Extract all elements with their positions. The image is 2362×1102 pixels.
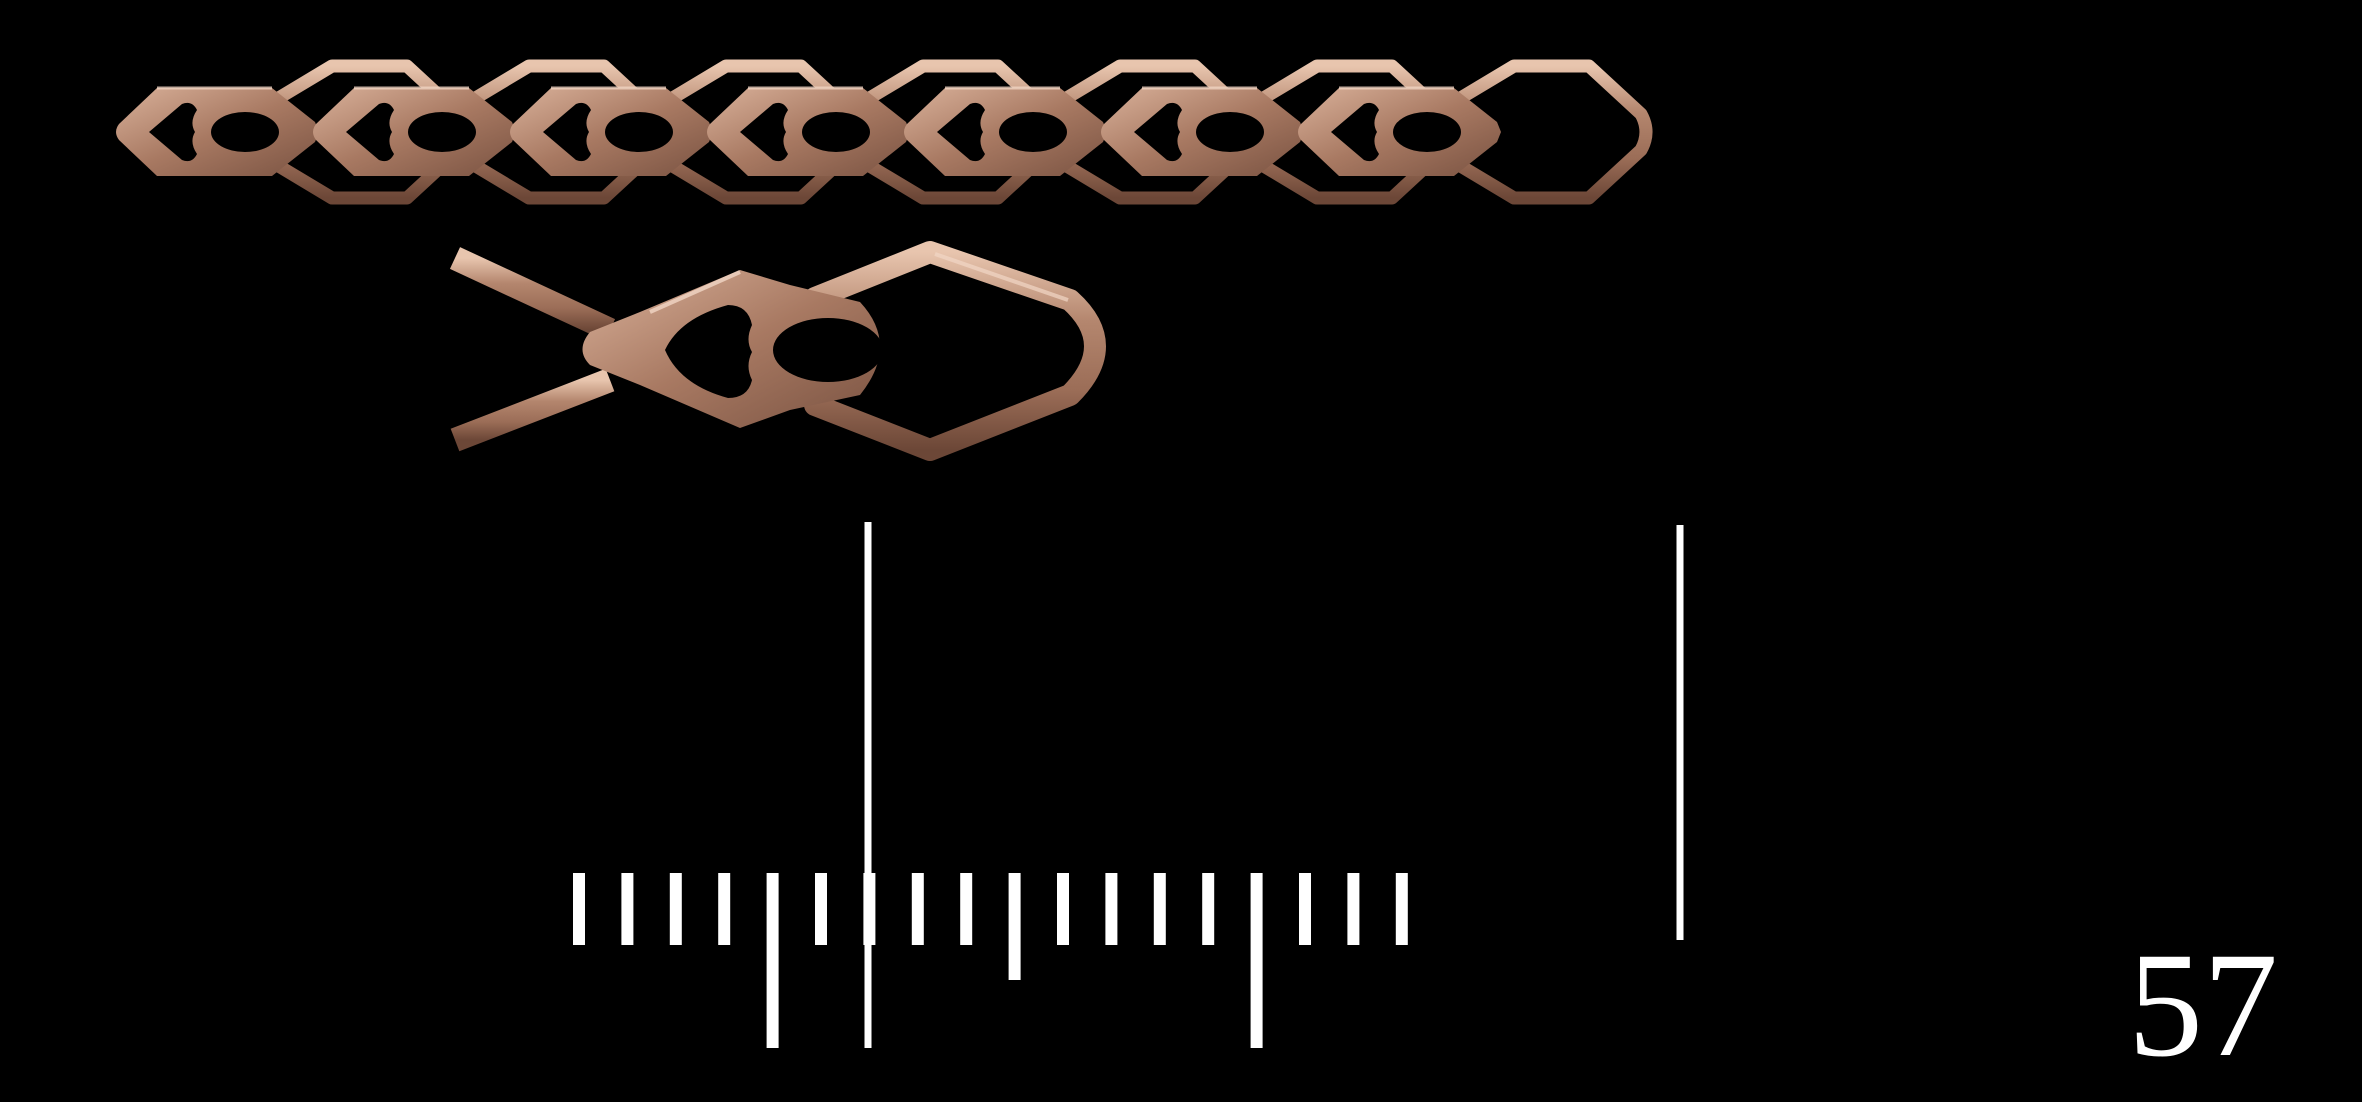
chain-link (1298, 66, 1646, 198)
ruler-tick (621, 873, 634, 945)
ruler-tick (1202, 873, 1215, 945)
ruler-tick (1395, 873, 1408, 945)
ruler-tick (911, 873, 924, 945)
ruler-tick (573, 873, 585, 945)
plate-number: 57 (2128, 922, 2278, 1088)
enlarged-link (455, 252, 1095, 450)
chain-strand (116, 66, 1646, 198)
ruler-tick (1347, 873, 1360, 945)
ruler-tick (766, 873, 779, 1048)
ruler-tick (815, 873, 827, 945)
scale-ruler (573, 873, 1408, 1048)
measurement-lines (864, 522, 1684, 1048)
ruler-tick (1250, 873, 1263, 1048)
ruler-tick (718, 873, 731, 945)
ruler-tick (960, 873, 973, 945)
ruler-tick (1008, 873, 1021, 980)
ruler-tick (1153, 873, 1166, 945)
ruler-tick (1057, 873, 1069, 945)
ruler-tick (669, 873, 682, 945)
ruler-tick (1105, 873, 1118, 945)
ruler-tick (1299, 873, 1311, 945)
ruler-tick (863, 873, 876, 945)
